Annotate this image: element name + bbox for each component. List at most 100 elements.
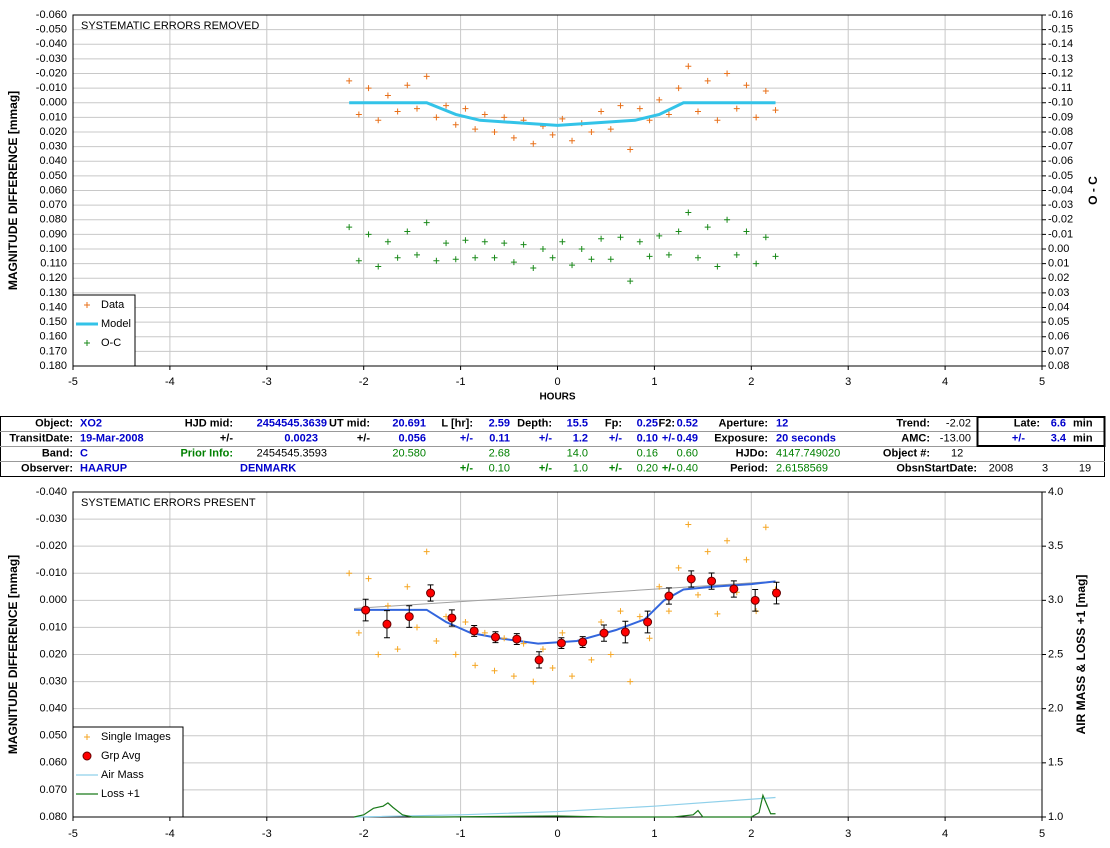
data-point — [394, 254, 401, 261]
y-tick-label: 0.000 — [39, 594, 67, 606]
data-point — [462, 619, 469, 625]
data-point — [656, 583, 663, 590]
y-tick-label: 0.100 — [39, 243, 67, 255]
x-tick-label: -1 — [456, 828, 466, 840]
data-point — [510, 259, 517, 266]
data-point — [598, 619, 605, 625]
table-cell: Aperture: — [718, 417, 768, 429]
legend-label: Model — [101, 318, 131, 330]
data-point — [665, 608, 672, 615]
group-point — [729, 584, 739, 594]
data-point — [413, 105, 420, 112]
data-point — [772, 253, 779, 260]
data-point — [665, 111, 672, 118]
table-cell: Prior Info: — [180, 447, 233, 459]
group-point — [771, 588, 781, 598]
table-cell: F2: — [659, 417, 676, 429]
legend-swatch — [84, 302, 90, 308]
data-point — [714, 263, 721, 270]
table-cell: L [hr]: — [441, 417, 473, 429]
y-tick-label: 0.040 — [39, 155, 67, 167]
chart-title: SYSTEMATIC ERRORS REMOVED — [81, 20, 259, 32]
data-point — [384, 602, 391, 609]
x-tick-label: -5 — [68, 828, 78, 840]
table-cell: 0.52 — [677, 417, 698, 429]
y2-tick-label: 0.04 — [1048, 301, 1069, 313]
data-point — [404, 583, 411, 590]
y-tick-label: -0.040 — [36, 38, 67, 50]
y-tick-label: 0.130 — [39, 287, 67, 299]
y-tick-label: 0.020 — [39, 126, 67, 138]
table-cell: 19-Mar-2008 — [80, 432, 144, 444]
data-point — [656, 96, 663, 103]
table-cell: 2008 — [989, 462, 1013, 474]
trend-line — [353, 580, 776, 609]
data-point — [772, 107, 779, 114]
y-tick-label: -0.020 — [36, 540, 67, 552]
y-tick-label: -0.030 — [36, 53, 67, 65]
data-point — [355, 257, 362, 264]
data-point — [433, 637, 440, 644]
data-point — [753, 114, 760, 121]
data-point — [704, 548, 711, 555]
data-point — [743, 556, 750, 563]
data-point — [539, 246, 546, 252]
data-point — [617, 608, 624, 615]
data-point — [472, 662, 479, 669]
plot-border — [72, 14, 1043, 367]
y2-tick-label: 0.08 — [1048, 360, 1069, 372]
y-tick-label: -0.040 — [36, 486, 67, 498]
data-point — [384, 238, 391, 245]
data-point — [355, 629, 362, 636]
x-tick-label: 0 — [554, 376, 560, 388]
group-point — [361, 605, 371, 615]
data-point — [423, 548, 430, 555]
data-point — [481, 111, 488, 118]
table-cell: C — [80, 447, 88, 459]
y-tick-label: 0.140 — [39, 301, 67, 313]
group-point — [469, 626, 479, 636]
group-point — [664, 591, 674, 601]
y2-tick-label: -0.13 — [1048, 53, 1073, 65]
data-point — [481, 629, 488, 636]
data-point — [675, 85, 682, 92]
table-cell: 19 — [1079, 462, 1091, 474]
x-tick-label: 3 — [845, 376, 851, 388]
data-point — [753, 260, 760, 267]
data-point — [346, 570, 353, 577]
table-cell: 15.5 — [567, 417, 588, 429]
data-point — [491, 254, 498, 261]
data-point — [404, 82, 411, 89]
table-cell: ObsnStartDate: — [896, 462, 977, 474]
data-point — [375, 263, 382, 270]
y-tick-label: -0.030 — [36, 513, 67, 525]
legend-swatch — [82, 751, 92, 761]
y-tick-label: 0.170 — [39, 345, 67, 357]
y-tick-label: 0.070 — [39, 199, 67, 211]
data-point — [375, 117, 382, 124]
table-cell: +/- — [539, 462, 552, 474]
x-tick-label: -4 — [165, 828, 175, 840]
y2-tick-label: -0.03 — [1048, 199, 1073, 211]
data-point — [588, 656, 595, 663]
table-cell: Observer: — [21, 462, 73, 474]
data-point — [733, 105, 740, 112]
data-point — [346, 77, 353, 84]
data-point — [365, 85, 372, 92]
group-point — [643, 617, 653, 627]
x-tick-label: 4 — [942, 828, 948, 840]
table-cell: +/- — [539, 432, 552, 444]
x-tick-label: 5 — [1039, 376, 1045, 388]
data-point — [704, 224, 711, 231]
table-cell: 2.59 — [489, 417, 510, 429]
y-axis-title: MAGNITUDE DIFFERENCE [mmag] — [6, 91, 20, 290]
data-point — [598, 108, 605, 115]
y2-tick-label: -0.11 — [1048, 82, 1072, 94]
y-tick-label: 0.120 — [39, 272, 67, 284]
legend-label: Air Mass — [101, 769, 144, 781]
y-tick-label: 0.070 — [39, 784, 67, 796]
table-cell: 0.056 — [398, 432, 426, 444]
y-tick-label: 0.150 — [39, 316, 67, 328]
y2-tick-label: -0.04 — [1048, 184, 1073, 196]
